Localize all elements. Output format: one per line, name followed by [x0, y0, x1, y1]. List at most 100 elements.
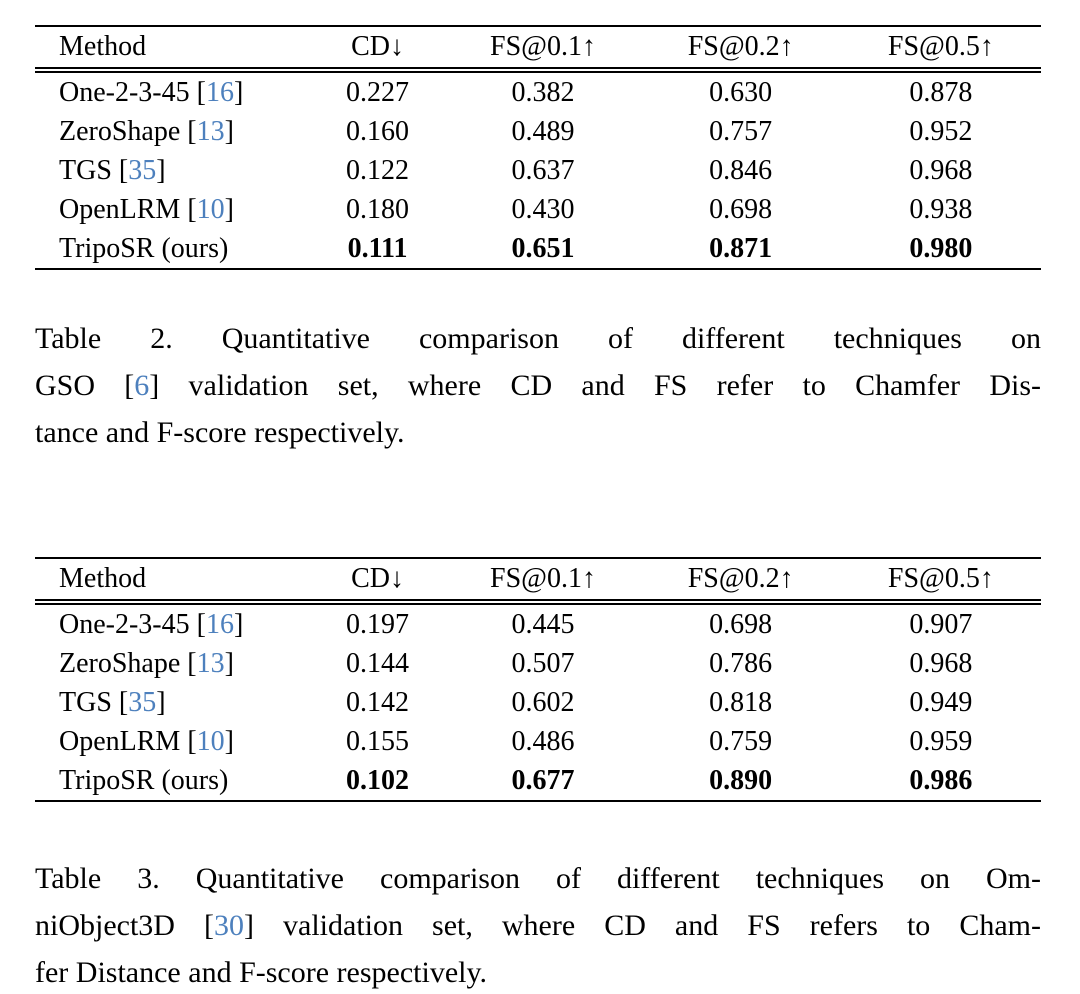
fs05-value: 0.986	[909, 764, 973, 796]
fs02-value: 0.698	[709, 193, 773, 225]
fs01-value: 0.651	[511, 232, 575, 264]
col-header-method: Method	[59, 563, 147, 594]
method-name: One-2-3-45	[59, 608, 190, 640]
fs02-value: 0.698	[709, 608, 773, 640]
caption-text: ] validation set, where CD and FS refers…	[244, 909, 1041, 942]
fs01-value: 0.677	[511, 764, 575, 796]
bracket-open: [	[187, 725, 197, 757]
bracket-open: [	[118, 154, 129, 186]
method-name: One-2-3-45	[59, 76, 190, 108]
caption-line: tance and F-score respectively.	[35, 416, 405, 449]
citation-link[interactable]: 13	[196, 647, 225, 679]
method-name: ZeroShape	[59, 115, 181, 147]
fs05-value: 0.959	[909, 725, 973, 757]
method-cell: One-2-3-45 [16]	[35, 70, 310, 112]
fs02-value: 0.871	[709, 232, 773, 264]
bracket-open: [	[196, 76, 206, 108]
cd-value: 0.160	[346, 115, 410, 147]
fs01-value: 0.507	[511, 647, 575, 679]
fs05-value: 0.878	[909, 76, 973, 108]
fs01-value: 0.486	[511, 725, 575, 757]
method-name: OpenLRM	[59, 193, 181, 225]
bracket-open: [	[118, 686, 129, 718]
citation-link[interactable]: 30	[214, 909, 244, 942]
fs05-value: 0.968	[909, 154, 973, 186]
method-cell: ZeroShape [13]	[35, 112, 310, 151]
method-cell: TripoSR (ours)	[35, 229, 310, 269]
citation-link[interactable]: 10	[196, 193, 225, 225]
cd-value: 0.144	[346, 647, 410, 679]
bracket-close: ]	[224, 647, 234, 679]
fs01-value: 0.445	[511, 608, 575, 640]
table-row: OpenLRM [10] 0.180 0.430 0.698 0.938	[35, 190, 1041, 229]
fs05-value: 0.952	[909, 115, 973, 147]
fs01-value: 0.430	[511, 193, 575, 225]
method-cell: OpenLRM [10]	[35, 722, 310, 761]
table-row-ours: TripoSR (ours) 0.111 0.651 0.871 0.980	[35, 229, 1041, 269]
bracket-close: ]	[233, 608, 244, 640]
citation-link[interactable]: 35	[128, 686, 157, 718]
fs05-value: 0.968	[909, 647, 973, 679]
col-header-fs02: FS@0.2↑	[687, 563, 794, 594]
method-cell: One-2-3-45 [16]	[35, 602, 310, 644]
fs02-value: 0.757	[709, 115, 773, 147]
method-name: TripoSR (ours)	[59, 232, 229, 264]
caption-table2: Table 2. Quantitative comparison of diff…	[35, 315, 1041, 456]
fs02-value: 0.890	[709, 764, 773, 796]
method-name: TGS	[59, 686, 112, 718]
method-cell: ZeroShape [13]	[35, 644, 310, 683]
cd-value: 0.111	[347, 232, 408, 264]
method-name: OpenLRM	[59, 725, 181, 757]
fs05-value: 0.938	[909, 193, 973, 225]
table-header-row: Method CD↓ FS@0.1↑ FS@0.2↑ FS@0.5↑	[35, 558, 1041, 602]
caption-text: GSO [	[35, 369, 135, 402]
fs01-value: 0.382	[511, 76, 575, 108]
caption-table3: Table 3. Quantitative comparison of diff…	[35, 855, 1041, 994]
citation-link[interactable]: 6	[134, 369, 150, 402]
method-name: TGS	[59, 154, 112, 186]
citation-link[interactable]: 13	[196, 115, 225, 147]
fs05-value: 0.907	[909, 608, 973, 640]
table-row: OpenLRM [10] 0.155 0.486 0.759 0.959	[35, 722, 1041, 761]
table-row-ours: TripoSR (ours) 0.102 0.677 0.890 0.986	[35, 761, 1041, 801]
fs01-value: 0.637	[511, 154, 575, 186]
bracket-open: [	[196, 608, 206, 640]
col-header-fs05: FS@0.5↑	[887, 563, 994, 594]
fs05-value: 0.949	[909, 686, 973, 718]
table-row: ZeroShape [13] 0.144 0.507 0.786 0.968	[35, 644, 1041, 683]
col-header-fs05: FS@0.5↑	[887, 31, 994, 62]
method-cell: TripoSR (ours)	[35, 761, 310, 801]
method-name: TripoSR (ours)	[59, 764, 229, 796]
cd-value: 0.197	[346, 608, 410, 640]
caption-text: ] validation set, where CD and FS refer …	[149, 369, 1041, 402]
method-name: ZeroShape	[59, 647, 181, 679]
col-header-cd: CD↓	[351, 563, 404, 594]
caption-text: niObject3D [	[35, 909, 214, 942]
bracket-close: ]	[156, 686, 166, 718]
table-row: One-2-3-45 [16] 0.197 0.445 0.698 0.907	[35, 602, 1041, 644]
table-omni-results: Method CD↓ FS@0.1↑ FS@0.2↑ FS@0.5↑ One-2…	[35, 557, 1041, 802]
table-header-row: Method CD↓ FS@0.1↑ FS@0.2↑ FS@0.5↑	[35, 26, 1041, 70]
col-header-method: Method	[59, 31, 147, 62]
cd-value: 0.155	[346, 725, 410, 757]
citation-link[interactable]: 35	[128, 154, 157, 186]
fs01-value: 0.602	[511, 686, 575, 718]
method-cell: TGS [35]	[35, 683, 310, 722]
method-cell: TGS [35]	[35, 151, 310, 190]
fs02-value: 0.759	[709, 725, 773, 757]
cd-value: 0.122	[346, 154, 410, 186]
citation-link[interactable]: 10	[196, 725, 225, 757]
caption-line: GSO [6] validation set, where CD and FS …	[35, 362, 1041, 409]
table-row: TGS [35] 0.142 0.602 0.818 0.949	[35, 683, 1041, 722]
citation-link[interactable]: 16	[205, 76, 234, 108]
caption-line: Table 2. Quantitative comparison of diff…	[35, 322, 1041, 355]
citation-link[interactable]: 16	[205, 608, 234, 640]
cd-value: 0.102	[346, 764, 410, 796]
table-row: ZeroShape [13] 0.160 0.489 0.757 0.952	[35, 112, 1041, 151]
caption-line: niObject3D [30] validation set, where CD…	[35, 902, 1041, 949]
method-cell: OpenLRM [10]	[35, 190, 310, 229]
col-header-cd: CD↓	[351, 31, 404, 62]
caption-line: Table 3. Quantitative comparison of diff…	[35, 862, 1041, 895]
col-header-fs02: FS@0.2↑	[687, 31, 794, 62]
bracket-close: ]	[224, 725, 234, 757]
